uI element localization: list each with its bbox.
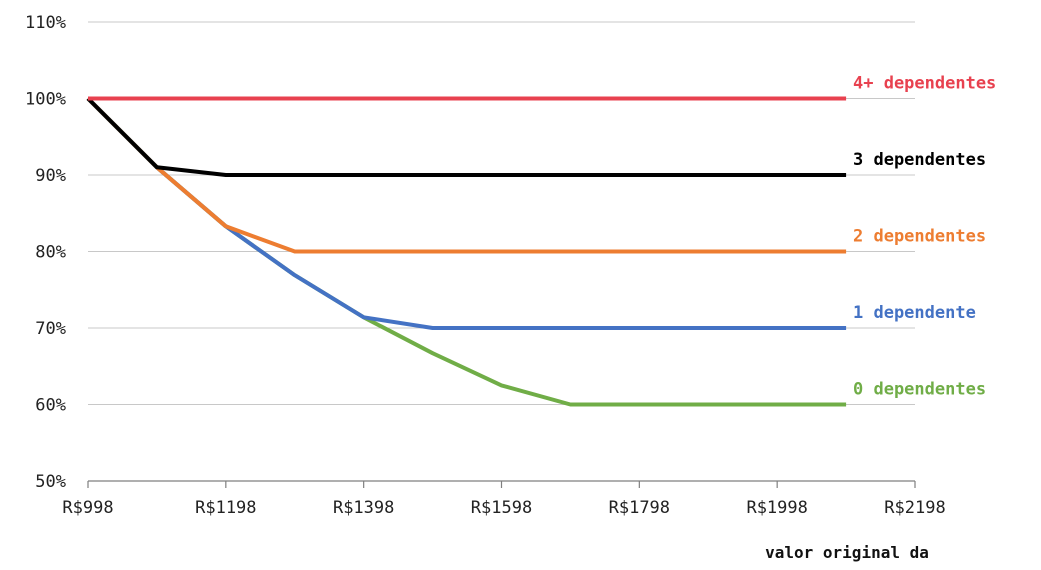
y-tick-label: 70% [35, 319, 66, 339]
axes [87, 480, 916, 488]
y-tick-label: 80% [35, 243, 66, 263]
y-tick-label: 90% [35, 166, 66, 186]
y-tick-label: 60% [35, 396, 66, 416]
series-label-1: 3 dependentes [853, 150, 986, 170]
y-tick-label: 50% [35, 472, 66, 492]
series-label-3: 1 dependente [853, 303, 976, 323]
y-axis-tick-labels: 50% 60% 70% 80% 90% 100% 110% [25, 13, 66, 492]
series-line-3 [86, 97, 847, 330]
x-tick-label: R$1198 [195, 498, 256, 518]
series-labels: 4+ dependentes 3 dependentes 2 dependentes… [853, 74, 996, 400]
x-axis-tick-labels: R$998 R$1198 R$1398 R$1598 R$1798 R$1998 R$219… [62, 498, 945, 518]
series-line-1 [86, 97, 847, 177]
x-tick-label: R$1798 [609, 498, 670, 518]
series-label-4: 0 dependentes [853, 380, 986, 400]
x-tick-label: R$1398 [333, 498, 394, 518]
series-label-2: 2 dependentes [853, 227, 986, 247]
x-tick-label: R$1998 [746, 498, 807, 518]
x-tick-label: R$998 [62, 498, 113, 518]
y-tick-label: 110% [25, 13, 66, 33]
x-tick-label: R$2198 [884, 498, 945, 518]
x-axis-title: valor original da [765, 543, 929, 562]
series-label-0: 4+ dependentes [853, 74, 996, 94]
x-tick-label: R$1598 [471, 498, 532, 518]
y-tick-label: 100% [25, 90, 66, 110]
series-lines [86, 96, 847, 407]
